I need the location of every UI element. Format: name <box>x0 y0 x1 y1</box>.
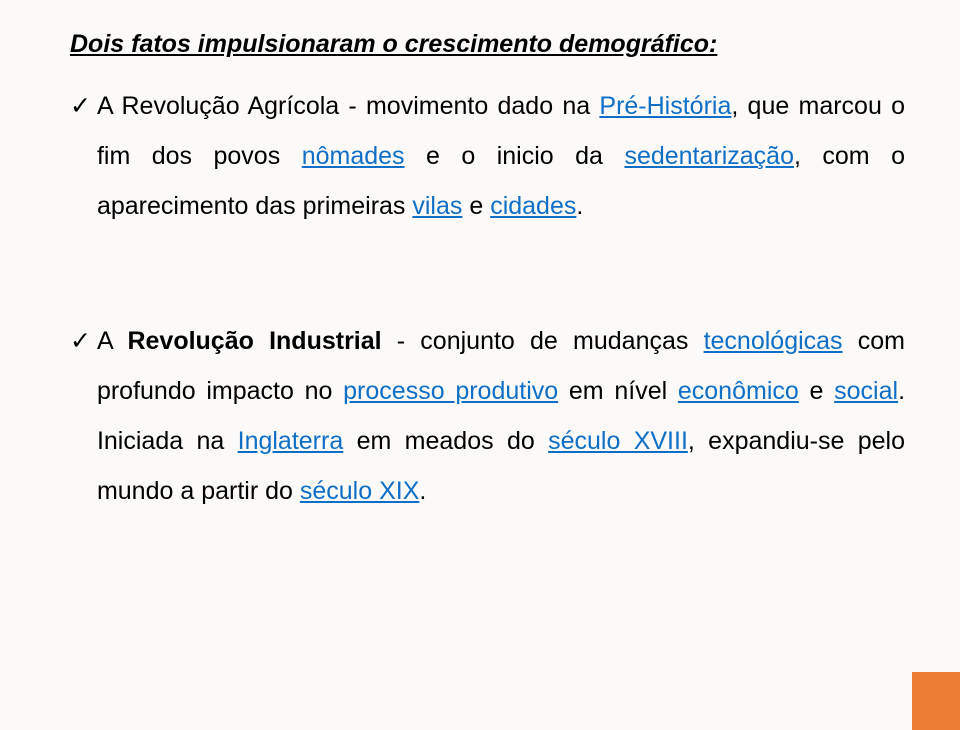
body-text: e <box>462 192 490 220</box>
hyperlink-text: Pré-História <box>599 92 731 120</box>
body-text: . <box>419 477 426 505</box>
hyperlink-text: nômades <box>302 142 405 170</box>
body-text: em meados do <box>343 427 548 455</box>
body-text: e <box>799 377 834 405</box>
hyperlink-text: cidades <box>490 192 576 220</box>
slide-content: Dois fatos impulsionaram o crescimento d… <box>70 30 905 665</box>
check-icon: ✓ <box>70 316 91 366</box>
bullet-2-text: A Revolução Industrial - conjunto de mud… <box>97 316 905 516</box>
bullet-1-text: A Revolução Agrícola - movimento dado na… <box>97 81 905 231</box>
hyperlink-text: século XVIII <box>548 427 688 455</box>
body-text: A Revolução Agrícola - movimento dado na <box>97 92 599 120</box>
body-text: e o inicio da <box>405 142 625 170</box>
paragraph-spacer <box>70 231 905 316</box>
hyperlink-text: tecnológicas <box>704 327 843 355</box>
accent-decoration <box>912 672 960 730</box>
hyperlink-text: Inglaterra <box>238 427 344 455</box>
body-text: em nível <box>558 377 678 405</box>
hyperlink-text: processo produtivo <box>343 377 558 405</box>
body-text: . <box>576 192 583 220</box>
bullet-2: ✓ A Revolução Industrial - conjunto de m… <box>70 316 905 516</box>
check-icon: ✓ <box>70 81 91 131</box>
body-text: A <box>97 327 128 355</box>
hyperlink-text: século XIX <box>300 477 420 505</box>
body-text: - conjunto de mudanças <box>382 327 704 355</box>
hyperlink-text: social <box>834 377 898 405</box>
hyperlink-text: sedentarização <box>624 142 794 170</box>
hyperlink-text: vilas <box>412 192 462 220</box>
bullet-1: ✓ A Revolução Agrícola - movimento dado … <box>70 81 905 231</box>
slide-title: Dois fatos impulsionaram o crescimento d… <box>70 30 905 59</box>
body-text: Revolução Industrial <box>127 327 381 355</box>
hyperlink-text: econômico <box>678 377 799 405</box>
